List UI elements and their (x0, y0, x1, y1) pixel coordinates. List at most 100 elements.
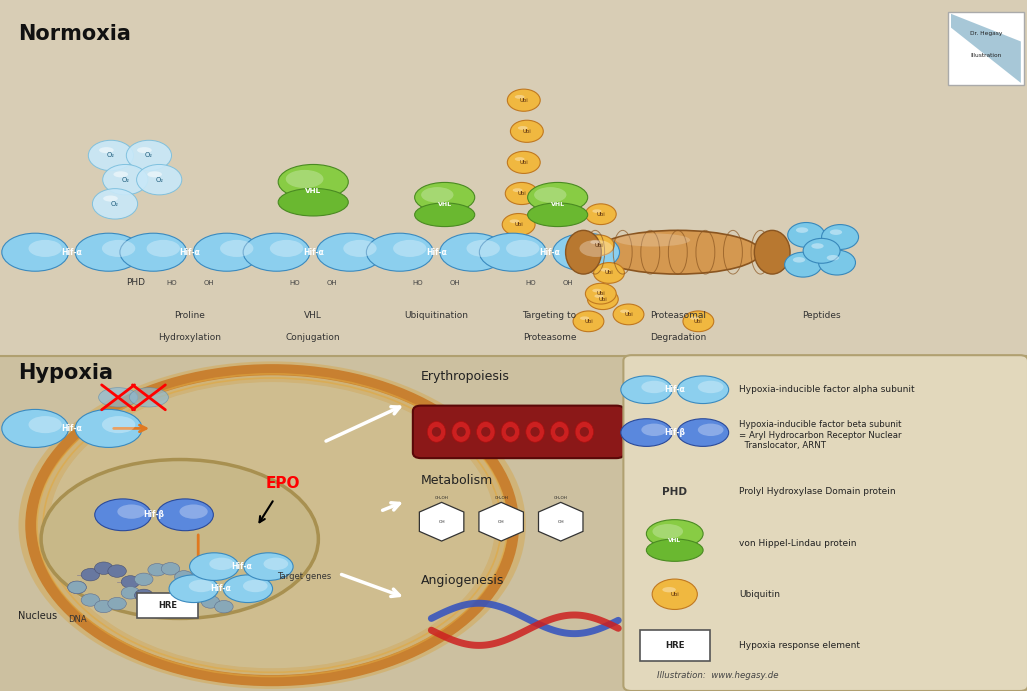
Ellipse shape (415, 182, 474, 212)
Text: Target genes: Target genes (277, 572, 332, 582)
Text: Ubi: Ubi (595, 243, 603, 248)
Ellipse shape (528, 203, 587, 227)
Ellipse shape (278, 164, 348, 199)
Ellipse shape (103, 196, 118, 202)
Ellipse shape (501, 422, 520, 442)
Text: PHD: PHD (126, 278, 146, 287)
Text: Prolyl Hydroxylase Domain protein: Prolyl Hydroxylase Domain protein (739, 487, 897, 497)
Ellipse shape (29, 416, 62, 433)
Ellipse shape (2, 234, 69, 271)
Ellipse shape (579, 427, 589, 437)
Ellipse shape (264, 558, 289, 570)
Ellipse shape (531, 427, 540, 437)
Circle shape (175, 591, 193, 604)
Ellipse shape (641, 424, 668, 436)
Text: Metabolism: Metabolism (421, 474, 493, 486)
Circle shape (188, 584, 206, 596)
Text: OH: OH (563, 280, 573, 286)
FancyBboxPatch shape (623, 355, 1027, 691)
Circle shape (507, 151, 540, 173)
Circle shape (819, 250, 855, 275)
Ellipse shape (94, 499, 151, 531)
Ellipse shape (641, 381, 668, 393)
Text: Hif-α: Hif-α (426, 247, 447, 257)
Text: OH: OH (558, 520, 564, 524)
Text: Hif-α: Hif-α (664, 385, 685, 395)
Ellipse shape (580, 316, 589, 320)
Text: VHL: VHL (550, 202, 565, 207)
Ellipse shape (456, 427, 466, 437)
Ellipse shape (367, 234, 433, 271)
Text: Hif-α: Hif-α (211, 584, 231, 594)
Text: Illustration: Illustration (971, 53, 1001, 58)
Ellipse shape (591, 240, 600, 244)
Text: O₂: O₂ (121, 177, 129, 182)
Text: Peptides: Peptides (802, 311, 841, 320)
Circle shape (505, 182, 538, 205)
Text: Proteasome: Proteasome (523, 333, 576, 342)
Circle shape (201, 596, 220, 608)
Text: VHL: VHL (305, 188, 321, 193)
Circle shape (585, 204, 616, 225)
Ellipse shape (480, 234, 546, 271)
Text: O₂: O₂ (107, 153, 115, 158)
Text: OH: OH (450, 280, 460, 286)
Polygon shape (0, 0, 1027, 356)
Circle shape (135, 573, 153, 585)
Ellipse shape (120, 234, 187, 271)
Text: Proline: Proline (175, 311, 205, 320)
Ellipse shape (793, 257, 805, 263)
Circle shape (201, 567, 220, 579)
Ellipse shape (343, 240, 377, 257)
Ellipse shape (518, 126, 528, 130)
Text: Ubi: Ubi (584, 319, 593, 324)
Ellipse shape (698, 424, 723, 436)
Text: OH: OH (439, 520, 445, 524)
Text: Hif-α: Hif-α (231, 562, 252, 571)
Text: Hypoxia-inducible factor beta subunit
= Aryl Hydrocarbon Receptor Nuclear
  Tran: Hypoxia-inducible factor beta subunit = … (739, 420, 902, 451)
Ellipse shape (190, 553, 239, 580)
FancyBboxPatch shape (640, 630, 710, 661)
Text: HRE: HRE (665, 641, 684, 650)
Ellipse shape (220, 240, 254, 257)
Ellipse shape (646, 539, 703, 561)
Ellipse shape (477, 422, 495, 442)
Text: Targeting to: Targeting to (523, 311, 576, 320)
Circle shape (215, 562, 233, 574)
Ellipse shape (99, 388, 138, 407)
Circle shape (161, 562, 180, 575)
Circle shape (215, 600, 233, 613)
Ellipse shape (466, 240, 500, 257)
Ellipse shape (29, 240, 62, 257)
Ellipse shape (421, 187, 454, 202)
Circle shape (652, 579, 697, 609)
Text: Ubi: Ubi (523, 129, 531, 134)
Polygon shape (0, 356, 1027, 691)
Circle shape (583, 235, 614, 256)
Ellipse shape (566, 230, 602, 274)
Circle shape (68, 581, 86, 594)
Text: Hypoxia: Hypoxia (18, 363, 114, 383)
Ellipse shape (431, 427, 442, 437)
Text: Conjugation: Conjugation (286, 333, 341, 342)
Ellipse shape (579, 240, 613, 257)
Ellipse shape (117, 504, 146, 519)
Text: HO: HO (290, 280, 300, 286)
Ellipse shape (193, 234, 260, 271)
Text: Ubi: Ubi (520, 97, 528, 103)
Ellipse shape (189, 580, 214, 592)
Ellipse shape (690, 316, 699, 320)
Ellipse shape (278, 189, 348, 216)
Ellipse shape (210, 558, 234, 570)
Ellipse shape (827, 255, 839, 261)
Text: CH₂OH: CH₂OH (494, 495, 508, 500)
Ellipse shape (509, 219, 520, 223)
Ellipse shape (243, 234, 310, 271)
Text: Dr. Hegasy: Dr. Hegasy (969, 30, 1002, 36)
Ellipse shape (18, 361, 526, 689)
Text: HRE: HRE (158, 600, 177, 610)
Circle shape (594, 263, 624, 283)
Circle shape (148, 598, 166, 611)
Circle shape (822, 225, 859, 249)
Circle shape (121, 587, 140, 599)
